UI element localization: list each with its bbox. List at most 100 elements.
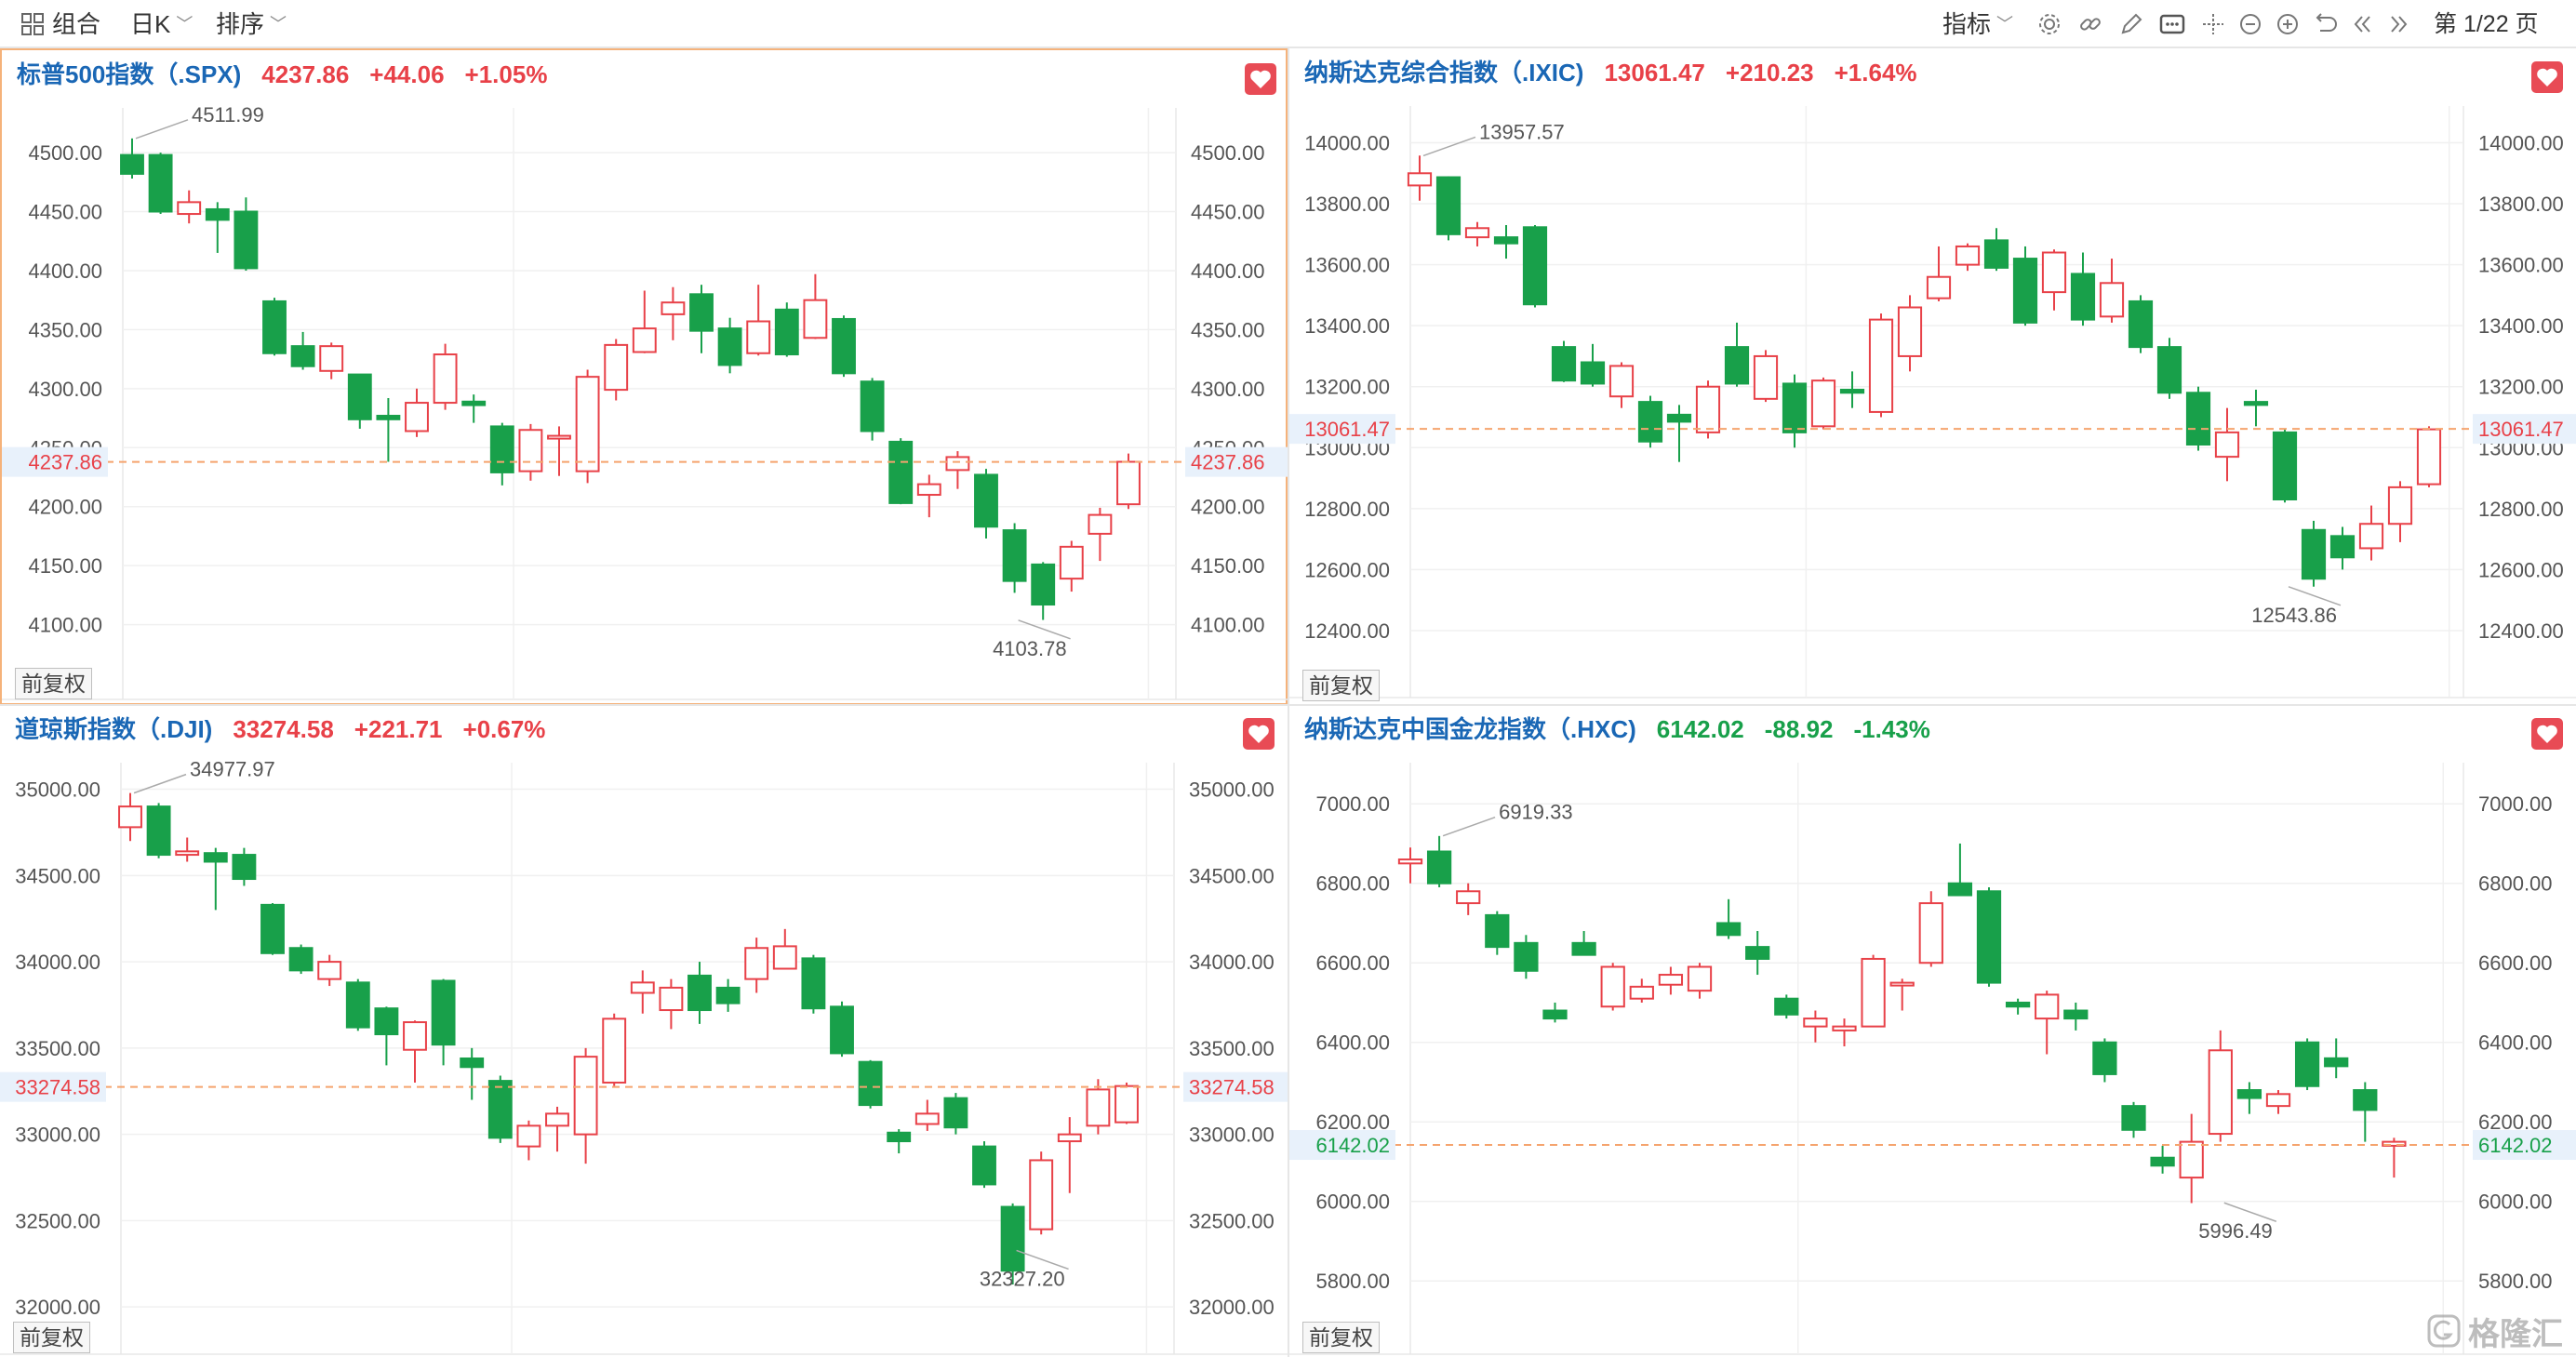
y-tick-label-left: 4500.00 (28, 141, 102, 165)
adjust-button[interactable]: 前复权 (13, 1322, 90, 1353)
candle-down (1542, 1002, 1568, 1023)
y-tick-label-left: 33000.00 (15, 1124, 100, 1147)
y-tick-label-right: 7000.00 (2478, 792, 2553, 816)
index-name[interactable]: 纳斯达克综合指数（.IXIC) (1304, 59, 1584, 86)
watermark-logo: 格隆汇 (2425, 1310, 2563, 1352)
candle-body (205, 207, 230, 221)
index-name[interactable]: 标普500指数（.SPX) (17, 60, 242, 88)
indicator-dropdown[interactable]: 指标 ﹀ (1942, 9, 2013, 39)
candle-body (2265, 1093, 2291, 1108)
index-change: +210.23 (1725, 59, 1814, 86)
adjust-button[interactable]: 前复权 (1302, 1322, 1380, 1353)
candle-body (1629, 985, 1654, 1000)
candle-body (1955, 245, 1981, 266)
y-tick-label-right: 12600.00 (2478, 558, 2564, 581)
candle-down (972, 1141, 996, 1189)
candle-up (547, 426, 571, 476)
candle-up (803, 273, 828, 339)
candle-down (2012, 246, 2038, 326)
candle-down (974, 469, 998, 539)
candle-up (916, 474, 941, 518)
zoom-in-icon[interactable] (2274, 10, 2302, 38)
candle-body (1918, 902, 1943, 965)
chart-panel[interactable]: 纳斯达克综合指数（.IXIC) 13061.47 +210.23 +1.64% 1240… (1289, 48, 2576, 705)
candle-body (604, 343, 629, 392)
chart-panel[interactable]: 标普500指数（.SPX) 4237.86 +44.06 +1.05% 4100.00 4… (0, 48, 1289, 705)
sort-dropdown[interactable]: 排序 ﹀ (216, 9, 287, 39)
candle-body (146, 805, 171, 857)
candle-down (1782, 374, 1808, 448)
candle-body (1435, 176, 1462, 235)
candle-down (832, 315, 856, 378)
combo-button[interactable]: 组合 (20, 9, 100, 39)
undo-icon[interactable] (2311, 10, 2339, 38)
current-price-label-left: 33274.58 (15, 1076, 100, 1099)
candle-up (545, 1106, 569, 1152)
index-name[interactable]: 道琼斯指数（.DJI) (15, 715, 213, 743)
candle-down (715, 978, 741, 1012)
candle-down (290, 331, 315, 370)
favorite-heart-icon[interactable] (1245, 63, 1276, 95)
candle-body (1456, 890, 1481, 905)
candle-body (2005, 1001, 2031, 1008)
candle-up (1861, 954, 1886, 1028)
text-tool-icon[interactable] (2158, 10, 2186, 38)
crosshair-icon[interactable] (2199, 10, 2227, 38)
candle-body (1551, 346, 1577, 382)
panel-title: 纳斯达克中国金龙指数（.HXC) 6142.02 -88.92 -1.43% (1304, 711, 1930, 748)
chart-panel[interactable]: 纳斯达克中国金龙指数（.HXC) 6142.02 -88.92 -1.43% 5800.… (1289, 705, 2576, 1357)
y-tick-label-left: 12400.00 (1304, 619, 1390, 643)
pen-icon[interactable] (2117, 10, 2145, 38)
period-dropdown[interactable]: 日K ﹀ (130, 9, 193, 39)
candle-body (347, 373, 372, 420)
candle-down (460, 1047, 485, 1100)
high-annotation-line (1422, 136, 1476, 157)
candle-body (2208, 1049, 2233, 1136)
candle-down (260, 903, 285, 955)
candle-up (945, 451, 970, 489)
index-name[interactable]: 纳斯达克中国金龙指数（.HXC) (1304, 715, 1636, 743)
candle-up (573, 1047, 598, 1164)
link-icon[interactable] (2076, 10, 2104, 38)
zoom-out-icon[interactable] (2236, 10, 2264, 38)
candle-body (232, 854, 257, 881)
candle-body (632, 327, 657, 353)
panel-title: 标普500指数（.SPX) 4237.86 +44.06 +1.05% (17, 56, 547, 93)
low-annotation-line (2223, 1202, 2277, 1222)
candle-up (1397, 847, 1423, 884)
candle-down (2185, 386, 2211, 451)
candle-down (232, 847, 257, 886)
candle-up (1086, 1079, 1111, 1135)
candle-body (803, 299, 828, 339)
candle-down (2121, 1101, 2146, 1138)
favorite-heart-icon[interactable] (2531, 718, 2563, 750)
y-tick-label-left: 4400.00 (28, 259, 102, 283)
candle-body (2416, 428, 2442, 486)
candle-body (433, 353, 458, 405)
panel-title: 道琼斯指数（.DJI) 33274.58 +221.71 +0.67% (15, 711, 545, 748)
candle-body (288, 947, 314, 972)
y-tick-label-left: 34500.00 (15, 864, 100, 887)
adjust-button[interactable]: 前复权 (15, 668, 92, 699)
y-tick-label-left: 32500.00 (15, 1209, 100, 1232)
adjust-button[interactable]: 前复权 (1302, 670, 1380, 701)
scroll-right-icon[interactable] (2385, 10, 2413, 38)
scroll-left-icon[interactable] (2348, 10, 2376, 38)
index-change-percent: -1.43% (1853, 715, 1930, 743)
candle-up (1810, 377, 1836, 430)
candle-down (2353, 1082, 2378, 1142)
candle-body (1947, 882, 1973, 897)
candle-down (801, 954, 826, 1014)
favorite-heart-icon[interactable] (1243, 718, 1275, 750)
candle-body (2179, 1140, 2204, 1179)
candle-up (1868, 313, 1894, 418)
candle-body (1745, 946, 1770, 960)
candle-up (1029, 1151, 1054, 1235)
settings-icon[interactable] (2035, 10, 2063, 38)
favorite-heart-icon[interactable] (2531, 61, 2563, 93)
candle-down (1976, 886, 2002, 987)
candle-body (1426, 850, 1452, 885)
y-tick-label-left: 4100.00 (28, 614, 102, 637)
candle-up (1057, 1117, 1082, 1193)
chart-panel[interactable]: 道琼斯指数（.DJI) 33274.58 +221.71 +0.67% 32000.00… (0, 705, 1288, 1357)
